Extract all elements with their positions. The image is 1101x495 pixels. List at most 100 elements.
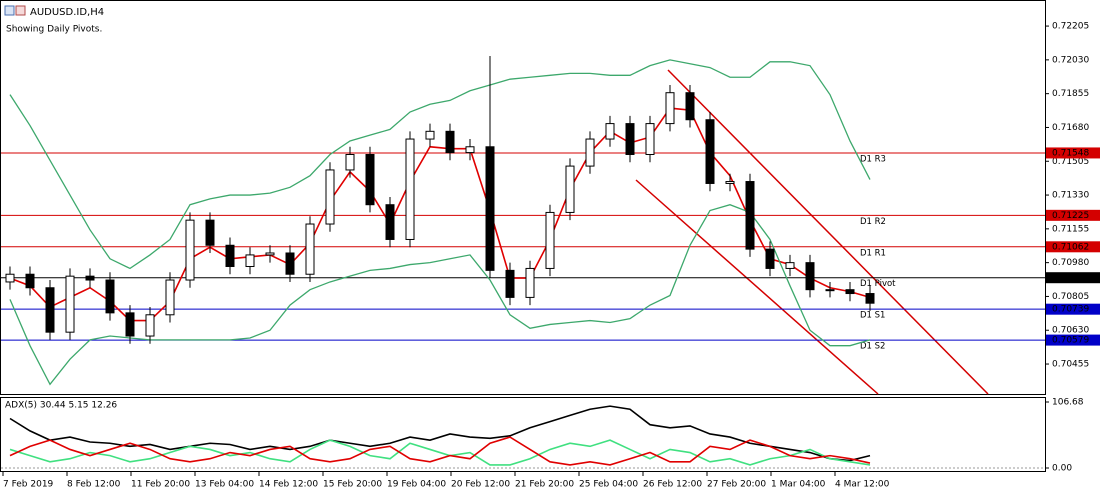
y-tick-label: 0.71330 [1052,191,1089,201]
x-tick-label: 11 Feb 20:00 [131,480,190,490]
icon-frame [4,5,15,16]
candle-body [85,275,95,281]
x-tick-label: 19 Feb 04:00 [387,480,446,490]
candle-body [565,165,575,213]
candle-body [45,287,55,333]
adx-line [9,436,871,466]
candle-body [105,279,115,314]
pivot-price-box [1046,241,1100,253]
candle-body [865,293,875,304]
candle-body [225,244,235,268]
candle-body [385,204,395,240]
candle-body [165,279,175,316]
candle-body [545,211,555,269]
candle-body [305,223,315,275]
chart-title: AUDUSD.ID,H4 [30,7,104,18]
pivot-price-label: 0.70579 [1052,336,1089,346]
candle-body [245,254,255,268]
pivot-label: D1 R2 [860,217,886,227]
candle-body [465,146,475,154]
candle-body [705,119,715,184]
candle-body [665,92,675,125]
adx-pane-frame [0,397,1046,472]
y-tick-label: 0.70630 [1052,326,1089,336]
chart-subtitle: Showing Daily Pivots. [6,25,102,35]
price-pane-frame [0,0,1046,395]
candle-body [285,252,295,275]
y-tick-label: 0.71155 [1052,224,1089,234]
x-tick-label: 26 Feb 12:00 [643,480,702,490]
y-tick-label: 0.71680 [1052,123,1089,133]
candle-body [505,269,515,298]
candle-body [805,262,815,291]
adx-line [9,405,871,462]
pivot-price-label: 0.71225 [1052,211,1089,221]
candle-body [405,138,415,240]
x-tick-label: 4 Mar 12:00 [835,480,890,490]
pivot-price-label: 0.71548 [1052,148,1089,158]
pivot-price-box [1046,334,1100,346]
pivot-price-label: 0.70739 [1052,305,1089,315]
pivot-price-label: 0.70902 [1052,273,1089,283]
y-tick-label: 0.71855 [1052,89,1089,99]
x-tick-label: 7 Feb 2019 [3,480,54,490]
candle-body [605,123,615,140]
y-tick-label: 0.71505 [1052,157,1089,167]
candle-body [845,289,855,295]
x-tick-label: 13 Feb 04:00 [195,480,254,490]
candle-body [685,92,695,121]
bollinger-band [9,204,871,386]
x-tick-label: 27 Feb 20:00 [707,480,766,490]
pivot-label: D1 S2 [860,342,885,352]
y-tick-label: 0.00 [1052,464,1072,474]
pivot-price-box [1046,147,1100,159]
x-tick-label: 20 Feb 12:00 [451,480,510,490]
candle-body [425,130,435,140]
y-tick-label: 0.70455 [1052,360,1089,370]
candle-body [365,153,375,206]
candle-body [645,123,655,155]
candle-body [125,312,135,337]
symbol-icon [4,5,26,16]
adx-pane [0,397,1046,472]
icon-frame [15,5,26,16]
candle-body [445,130,455,154]
candle-body [585,138,595,167]
pivot-price-label: 0.71062 [1052,242,1089,252]
pivot-label: D1 R1 [860,248,886,258]
candle-body [525,267,535,298]
pivot-label: D1 Pivot [860,279,896,289]
pivot-price-box [1046,272,1100,284]
candle-body [725,181,735,184]
adx-line [9,439,871,466]
pivot-label: D1 R3 [860,154,886,164]
y-tick-label: 0.72205 [1052,22,1089,32]
pivot-price-box [1046,303,1100,315]
x-tick-label: 14 Feb 12:00 [259,480,318,490]
candle-body [745,181,755,250]
candle-body [825,289,835,292]
candle-body [205,219,215,246]
candle-body [345,153,355,171]
candle-body [145,314,155,337]
candle-body [325,169,335,225]
candle-body [785,262,795,269]
candle-body [185,219,195,281]
candle-body [65,275,75,333]
x-tick-label: 8 Feb 12:00 [67,480,121,490]
pivot-label: D1 S1 [860,311,885,321]
candle-body [625,123,635,155]
x-tick-label: 21 Feb 20:00 [515,480,574,490]
candle-body [5,273,15,283]
x-tick-label: 1 Mar 04:00 [771,480,826,490]
x-tick-label: 15 Feb 20:00 [323,480,382,490]
bollinger-band [9,59,871,270]
y-tick-label: 0.72030 [1052,55,1089,65]
candle-body [485,146,495,271]
candle-body [265,252,275,256]
y-tick-label: 0.70805 [1052,292,1089,302]
price-pane [0,0,1046,395]
y-tick-label: 106.68 [1052,398,1084,408]
indicator-title: ADX(5) 30.44 5.15 12.26 [5,401,117,411]
